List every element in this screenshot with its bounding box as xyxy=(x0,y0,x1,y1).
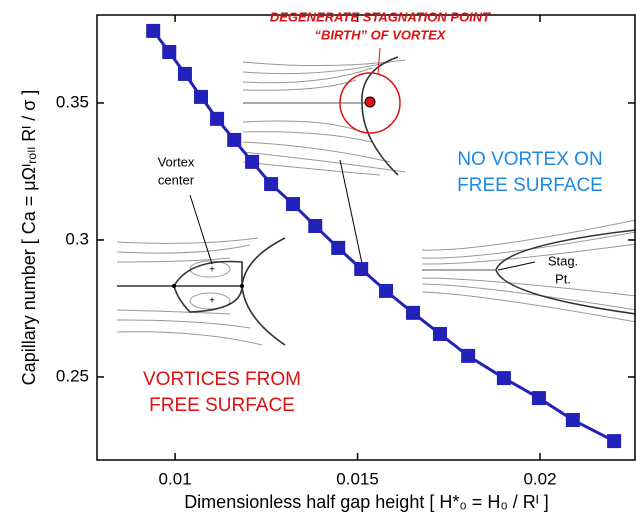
inset-left: + + xyxy=(116,237,292,346)
x-tick-label: 0.02 xyxy=(523,469,556,488)
marker xyxy=(331,240,346,255)
marker xyxy=(227,132,242,147)
y-tick-label: 0.25 xyxy=(56,366,89,385)
annotation: Vortex xyxy=(158,154,195,169)
annotation: Stag. xyxy=(548,253,578,268)
marker xyxy=(245,154,260,169)
inset-top xyxy=(242,56,406,176)
marker xyxy=(531,391,546,406)
svg-text:+: + xyxy=(209,265,215,276)
marker xyxy=(433,326,448,341)
annotation: center xyxy=(158,172,195,187)
marker xyxy=(308,218,323,233)
marker xyxy=(210,111,225,126)
marker xyxy=(162,44,177,59)
marker xyxy=(379,283,394,298)
marker xyxy=(496,371,511,386)
marker xyxy=(607,434,622,449)
marker xyxy=(565,412,580,427)
marker xyxy=(406,305,421,320)
annotation: FREE SURFACE xyxy=(149,395,295,416)
x-tick-label: 0.015 xyxy=(336,469,379,488)
annotation: “BIRTH” OF VORTEX xyxy=(315,27,447,42)
inset-right xyxy=(421,214,636,328)
y-axis-label: Capillary number [ Ca = μΩᴵᵣₒₗₗ Rᴵ / σ ] xyxy=(19,90,39,386)
x-tick-label: 0.01 xyxy=(159,469,192,488)
marker xyxy=(285,197,300,212)
annotation: DEGENERATE STAGNATION POINT xyxy=(270,9,491,24)
annotation: Pt. xyxy=(555,271,571,286)
marker xyxy=(194,89,209,104)
marker xyxy=(146,23,161,38)
x-axis-label: Dimensionless half gap height [ H*₀ = H₀… xyxy=(184,492,549,512)
marker xyxy=(264,177,279,192)
annotation: FREE SURFACE xyxy=(457,175,603,196)
marker xyxy=(354,262,369,277)
marker xyxy=(177,66,192,81)
callouts xyxy=(189,47,536,271)
plot-frame xyxy=(96,14,636,461)
marker xyxy=(461,348,476,363)
annotation: VORTICES FROM xyxy=(143,369,301,390)
svg-text:+: + xyxy=(209,296,215,307)
annotation: NO VORTEX ON xyxy=(457,149,602,170)
y-tick-label: 0.3 xyxy=(65,229,89,248)
y-tick-label: 0.35 xyxy=(56,92,89,111)
